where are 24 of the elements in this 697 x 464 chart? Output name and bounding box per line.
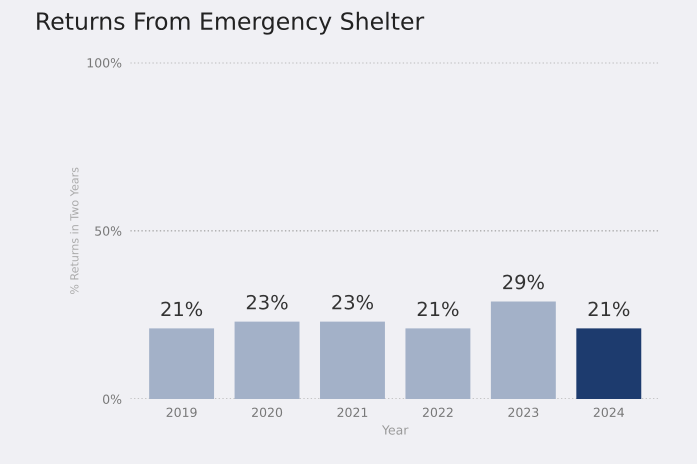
bar [149,328,214,400]
bar [320,322,385,400]
x-tick-label: 2021 [337,408,368,418]
y-tick-label: 100% [88,58,122,68]
data-label: 23% [246,294,288,310]
x-tick-label: 2022 [422,408,453,418]
x-tick-label: 2023 [508,408,538,418]
bar [405,328,470,400]
y-tick-label: 50% [95,226,122,236]
bar [490,301,556,400]
bar [576,328,642,400]
x-tick-label: 2024 [594,408,624,418]
x-tick-label: 2020 [252,408,282,418]
data-label: 21% [588,302,630,316]
data-label: 23% [332,294,374,310]
bar [234,322,300,400]
chart-title: Returns From Emergency Shelter [37,12,424,35]
data-label: 29% [503,274,544,290]
y-axis-title: % Returns in Two Years [70,168,79,294]
y-tick-label: 0% [103,394,122,404]
data-label: 21% [418,302,458,316]
x-tick-label: 2019 [166,408,197,418]
data-label: 21% [161,302,202,316]
x-axis-title: Year [382,425,408,435]
